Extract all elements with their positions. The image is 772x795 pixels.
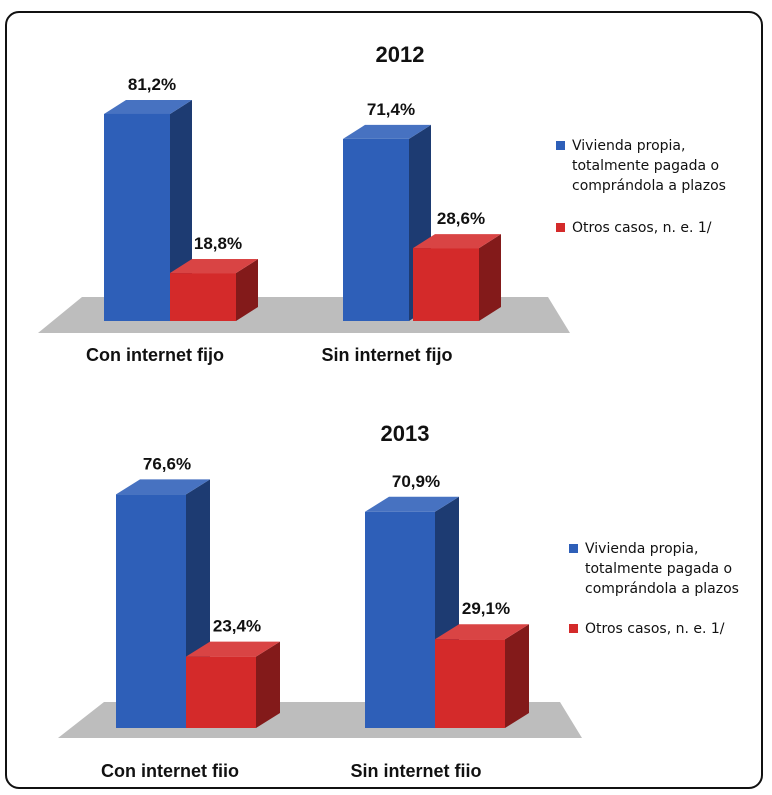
bar-front (104, 113, 170, 321)
bar-front (413, 248, 479, 321)
data-label: 70,9% (392, 472, 440, 491)
legend-label: Otros casos, n. e. 1/ (585, 621, 725, 637)
bar-front (435, 639, 505, 728)
legend-label: Vivienda propia, (572, 138, 685, 154)
chart-0: 2012 81,2% 18,8% Con internet fijo 71,4% 28,6… (38, 42, 726, 365)
category-label: Con internet fijo (86, 345, 224, 365)
chart-1: 2013 76,6% 23,4% Con internet fiio 70,9% 29,1… (58, 421, 739, 781)
data-label: 28,6% (437, 209, 485, 228)
category-label: Con internet fiio (101, 761, 239, 781)
bar-otros-casos-1 (413, 234, 501, 321)
legend-swatch (569, 624, 578, 633)
legend-label: totalmente pagada o (585, 561, 732, 577)
bar-top (435, 624, 529, 640)
bar-top (413, 234, 501, 249)
bar-otros-casos-0 (186, 641, 280, 728)
legend-label: comprándola a plazos (585, 581, 739, 597)
bar-top (104, 99, 192, 114)
bar-front (116, 494, 186, 728)
bar-top (186, 641, 280, 657)
bar-front (343, 138, 409, 321)
legend-swatch (569, 544, 578, 553)
bar-front (365, 511, 435, 728)
chart-title: 2013 (381, 421, 430, 446)
data-label: 29,1% (462, 599, 510, 618)
bar-top (343, 124, 431, 139)
bar-top (365, 496, 459, 512)
data-label: 81,2% (128, 75, 176, 94)
category-label: Sin internet fijo (321, 345, 452, 365)
bar-side (236, 259, 258, 321)
chart-title: 2012 (376, 42, 425, 67)
bar-vivienda-propia-1 (343, 124, 431, 322)
bar-side (256, 641, 280, 728)
legend-swatch (556, 223, 565, 232)
legend-label: comprándola a plazos (572, 178, 726, 194)
legend-label: Otros casos, n. e. 1/ (572, 220, 712, 236)
legend-swatch (556, 141, 565, 150)
bar-otros-casos-0 (170, 259, 258, 321)
bar-front (170, 273, 236, 321)
bar-otros-casos-1 (435, 624, 529, 728)
bar-side (505, 624, 529, 728)
data-label: 76,6% (143, 454, 191, 473)
bar-vivienda-propia-0 (104, 99, 192, 321)
legend-label: totalmente pagada o (572, 158, 719, 174)
category-label: Sin internet fiio (350, 761, 481, 781)
data-label: 18,8% (194, 234, 242, 253)
data-label: 71,4% (367, 100, 415, 119)
bar-top (116, 479, 210, 495)
legend-label: Vivienda propia, (585, 541, 698, 557)
bar-top (170, 259, 258, 274)
data-label: 23,4% (213, 617, 261, 636)
bar-front (186, 656, 256, 728)
bar-side (479, 234, 501, 321)
